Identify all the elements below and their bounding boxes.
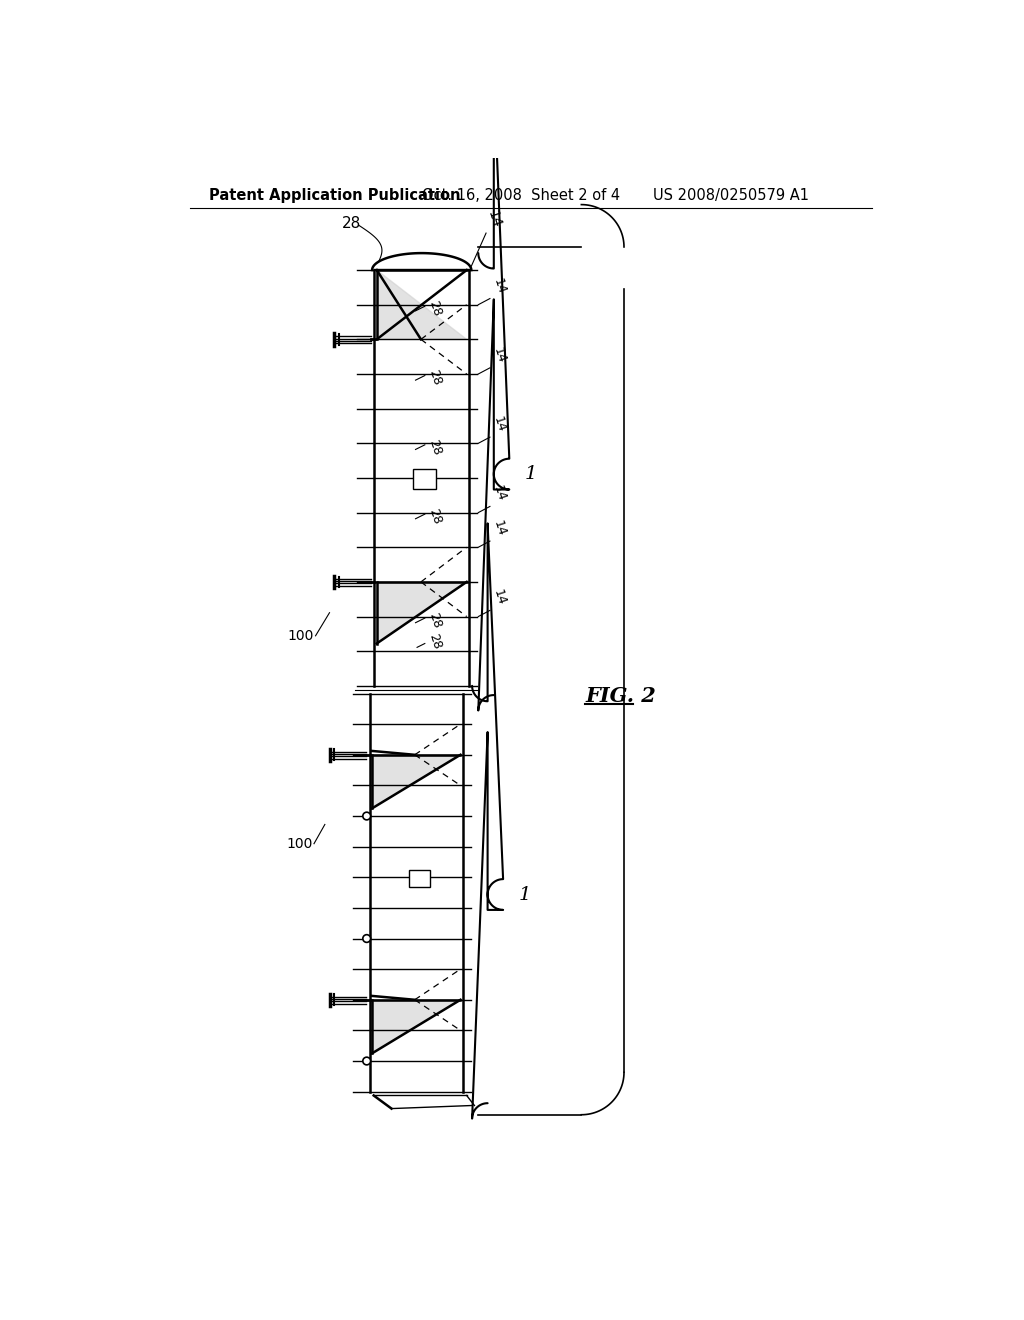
Text: 14: 14 (490, 589, 508, 607)
Text: 28: 28 (342, 216, 360, 231)
Text: 14: 14 (484, 209, 503, 230)
Text: FIG. 2: FIG. 2 (586, 686, 656, 706)
Circle shape (362, 812, 371, 820)
Text: 28: 28 (426, 632, 443, 652)
Circle shape (362, 1057, 371, 1065)
Polygon shape (377, 271, 467, 339)
Text: 14: 14 (490, 414, 508, 434)
Text: 1: 1 (525, 465, 538, 483)
Text: 14: 14 (490, 484, 508, 503)
Polygon shape (372, 999, 461, 1053)
Text: US 2008/0250579 A1: US 2008/0250579 A1 (653, 187, 809, 203)
Text: 1: 1 (518, 886, 531, 903)
Text: 100: 100 (286, 837, 312, 850)
Polygon shape (377, 582, 467, 644)
Text: 14: 14 (490, 519, 508, 539)
Text: 28: 28 (426, 438, 443, 457)
Text: 28: 28 (426, 507, 443, 525)
Text: 14: 14 (490, 276, 508, 296)
Text: 28: 28 (426, 611, 443, 630)
Polygon shape (372, 755, 461, 808)
Text: 28: 28 (426, 368, 443, 387)
Text: Patent Application Publication: Patent Application Publication (209, 187, 461, 203)
Bar (409, 870, 430, 887)
Bar (414, 469, 436, 488)
Text: 100: 100 (288, 628, 314, 643)
Circle shape (362, 935, 371, 942)
Text: Oct. 16, 2008  Sheet 2 of 4: Oct. 16, 2008 Sheet 2 of 4 (423, 187, 621, 203)
Text: 14: 14 (490, 346, 508, 364)
Text: 28: 28 (426, 300, 443, 318)
